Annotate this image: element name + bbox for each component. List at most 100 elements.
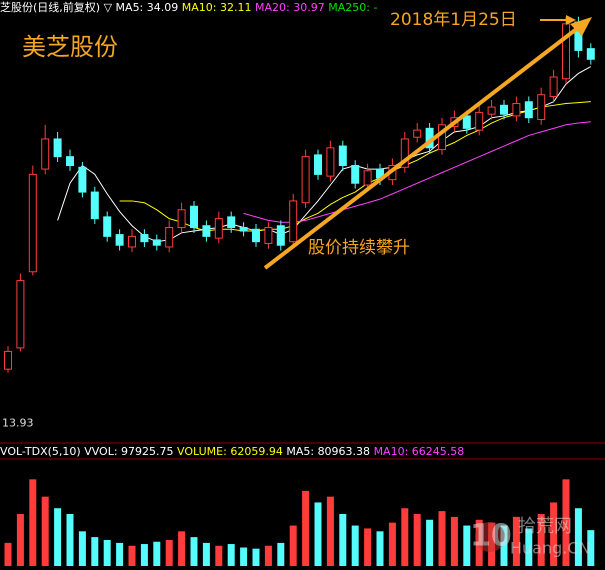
candle-body xyxy=(264,227,273,244)
volume-bar xyxy=(537,514,545,566)
arrow-head xyxy=(570,17,592,36)
ma-line xyxy=(243,121,591,223)
volume-bar xyxy=(277,542,285,566)
volume-bar xyxy=(426,519,434,566)
chart-caption: VOL-TDX(5,10) xyxy=(0,445,81,458)
candle-body xyxy=(413,129,422,138)
candle-body xyxy=(512,103,521,117)
candle-body xyxy=(53,138,62,158)
indicator-value: 34.09 xyxy=(147,1,179,14)
volume-bar xyxy=(215,545,223,566)
low-label: 13.93 xyxy=(2,417,34,430)
volume-bar xyxy=(413,514,421,566)
candle-body xyxy=(177,209,186,229)
indicator-value: 66245.58 xyxy=(412,445,465,458)
candle-body xyxy=(562,23,570,80)
volume-bar xyxy=(41,496,49,566)
candle-body xyxy=(202,225,211,237)
volume-bar xyxy=(562,479,570,566)
candle-body xyxy=(276,225,285,246)
volume-bar xyxy=(500,525,508,566)
candle-body xyxy=(326,147,335,177)
candle-body xyxy=(128,235,136,248)
candle-body xyxy=(90,191,99,220)
indicator-value: 80963.38 xyxy=(318,445,371,458)
volume-bar xyxy=(29,479,37,566)
chart-caption: 芝股份(日线,前复权) ▽ xyxy=(0,0,113,14)
candle-body xyxy=(227,216,236,228)
volume-bar xyxy=(165,540,173,566)
candle-body xyxy=(78,166,87,193)
indicator-name: MA10: xyxy=(182,1,217,14)
volume-bar xyxy=(240,547,248,566)
candle-body xyxy=(16,280,25,349)
volume-bar xyxy=(339,514,347,566)
candle-body xyxy=(301,156,310,204)
candle-body xyxy=(586,48,595,60)
volume-bar xyxy=(103,540,111,566)
indicator-value: - xyxy=(373,1,377,14)
candle-body xyxy=(152,239,161,246)
candle-body xyxy=(4,350,12,370)
candle-body xyxy=(400,138,409,168)
trend-annotation: 股价持续攀升 xyxy=(308,238,410,258)
candle-body xyxy=(549,76,558,97)
volume-bar xyxy=(587,530,595,566)
volume-bar xyxy=(128,545,136,566)
volume-bar xyxy=(314,502,322,566)
indicator-name: MA20: xyxy=(255,1,290,14)
volume-bar xyxy=(525,528,533,566)
candle-body xyxy=(363,170,372,186)
candle-body xyxy=(103,216,112,237)
volume-bar xyxy=(190,537,198,566)
candle-body xyxy=(475,111,484,131)
volume-bar xyxy=(202,542,210,566)
volume-bar xyxy=(376,531,384,566)
volume-bar xyxy=(364,528,372,566)
candle-body xyxy=(289,200,298,243)
candle-body xyxy=(537,94,546,120)
candle-body xyxy=(500,104,508,115)
volume-bar xyxy=(91,537,99,566)
volume-bar xyxy=(227,544,235,566)
volume-bar xyxy=(450,516,458,566)
candle-body xyxy=(351,165,360,184)
candle-body xyxy=(524,101,533,119)
watermark-logo xyxy=(475,522,505,552)
candle-body xyxy=(190,205,198,228)
indicator-value: 32.11 xyxy=(220,1,252,14)
volume-bar xyxy=(66,514,74,566)
candle-body xyxy=(41,138,50,170)
ma-line xyxy=(119,101,591,232)
candle-body xyxy=(214,218,223,239)
volume-bar xyxy=(252,548,260,566)
watermark: 10 拾荒网 Huang.CN xyxy=(470,516,591,558)
candle-body xyxy=(314,154,322,175)
candle-body xyxy=(165,227,174,248)
candle-body xyxy=(66,156,74,167)
volume-bar xyxy=(4,542,12,566)
volume-bar xyxy=(401,508,409,566)
indicator-name: MA10: xyxy=(374,445,409,458)
indicator-value: 97925.75 xyxy=(121,445,174,458)
trend-arrow xyxy=(263,22,585,270)
volume-bar xyxy=(153,541,161,566)
candle-body xyxy=(28,173,37,273)
candle-body xyxy=(140,234,149,243)
indicator-value: 62059.94 xyxy=(230,445,283,458)
volume-bar xyxy=(351,525,359,566)
volume-bar xyxy=(512,516,520,566)
volume-bar xyxy=(264,545,272,566)
candle-body xyxy=(115,234,124,246)
volume-bar xyxy=(550,502,558,566)
candle-body xyxy=(487,106,496,115)
candle-body xyxy=(462,115,471,129)
volume-bar xyxy=(16,514,24,566)
indicator-name: VVOL: xyxy=(84,445,117,458)
volume-bar xyxy=(302,490,310,566)
indicator-name: MA5: xyxy=(116,1,144,14)
indicator-name: MA5: xyxy=(286,445,314,458)
watermark-site: Huang.CN xyxy=(510,539,591,558)
watermark-number: 10 xyxy=(470,519,512,554)
date-annotation: 2018年1月25日 xyxy=(390,10,517,30)
